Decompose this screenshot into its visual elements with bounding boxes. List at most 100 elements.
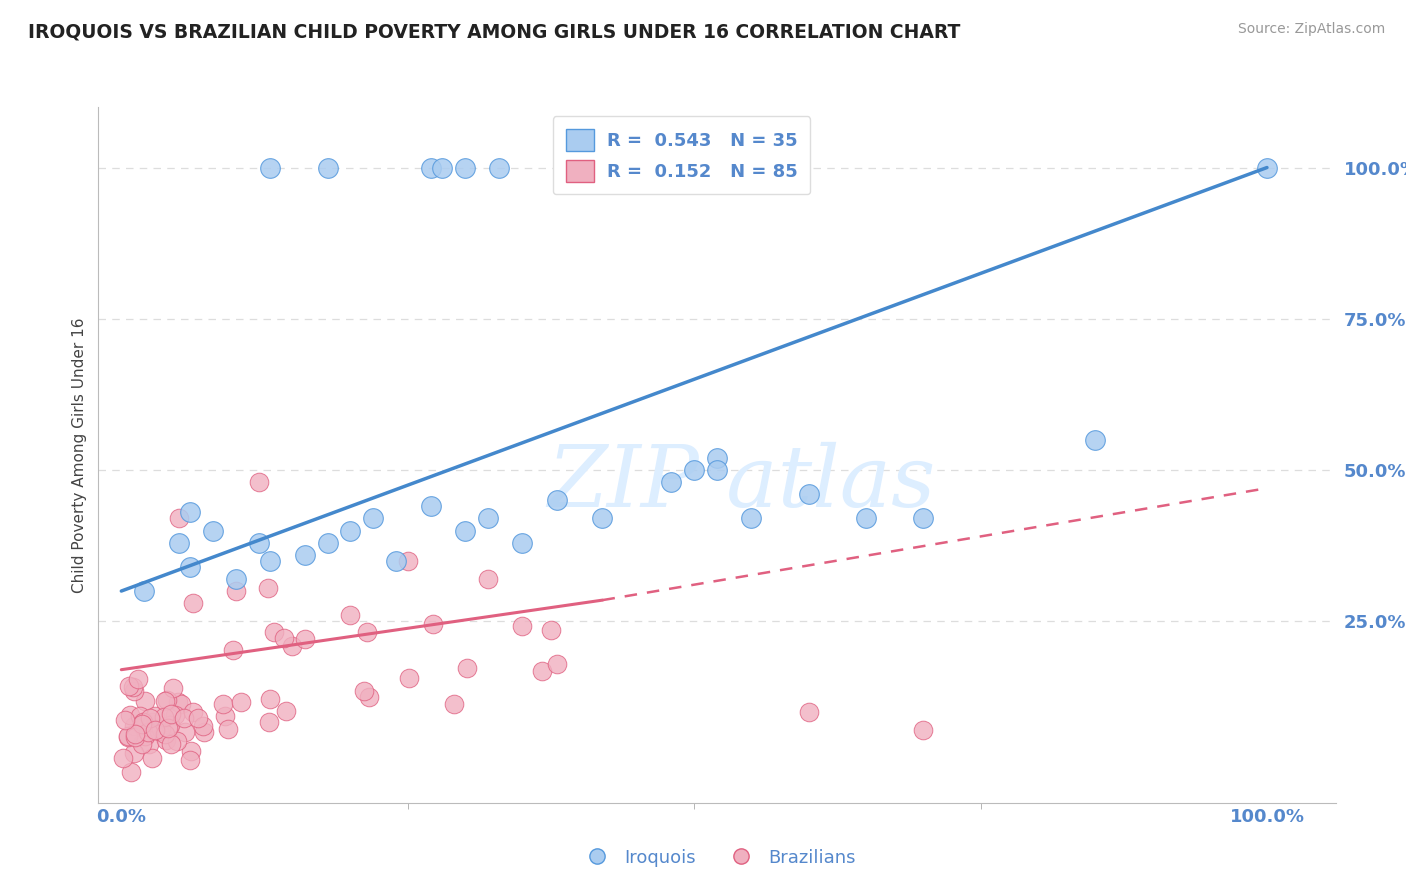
Point (422, 616, 444, 631)
Point (138, 738, 160, 752)
Point (162, 681, 184, 696)
Point (281, 640, 304, 654)
Point (117, 679, 139, 693)
Point (257, 581, 280, 595)
Point (385, 554, 408, 568)
Point (357, 690, 380, 704)
Point (181, 596, 204, 610)
Point (592, 511, 614, 525)
Point (247, 475, 270, 490)
Point (131, 737, 153, 751)
Point (122, 746, 145, 760)
Point (124, 684, 146, 698)
Point (155, 732, 177, 747)
Point (193, 725, 215, 739)
Point (353, 684, 375, 698)
Point (124, 727, 146, 741)
Point (706, 463, 728, 477)
Point (531, 664, 554, 678)
Point (134, 693, 156, 707)
Point (143, 709, 166, 723)
Point (122, 680, 145, 694)
Point (111, 751, 134, 765)
Point (187, 711, 209, 725)
Point (912, 723, 935, 738)
Point (117, 730, 139, 744)
Point (156, 721, 179, 735)
Point (131, 717, 153, 731)
Point (797, 705, 820, 719)
Point (339, 524, 361, 538)
Point (259, 554, 281, 568)
Point (456, 661, 478, 675)
Point (217, 722, 239, 736)
Point (419, 161, 441, 175)
Text: ZIP atlas: ZIP atlas (547, 442, 936, 524)
Point (163, 708, 186, 723)
Point (160, 737, 183, 751)
Point (159, 718, 181, 732)
Point (173, 711, 195, 725)
Point (273, 632, 295, 646)
Point (134, 584, 156, 599)
Point (118, 708, 141, 723)
Point (229, 695, 252, 709)
Point (316, 161, 339, 175)
Point (134, 714, 156, 729)
Point (546, 493, 568, 508)
Point (488, 161, 510, 175)
Point (132, 714, 155, 729)
Point (510, 619, 533, 633)
Point (124, 730, 146, 744)
Point (191, 719, 214, 733)
Point (166, 734, 188, 748)
Point (212, 698, 235, 712)
Point (225, 572, 247, 586)
Point (294, 548, 316, 562)
Point (167, 511, 190, 525)
Point (259, 691, 281, 706)
Point (136, 725, 159, 739)
Point (120, 764, 142, 779)
Y-axis label: Child Poverty Among Girls Under 16: Child Poverty Among Girls Under 16 (72, 318, 87, 592)
Point (396, 554, 419, 568)
Point (201, 524, 224, 538)
Point (143, 723, 166, 737)
Point (179, 753, 201, 767)
Point (443, 697, 465, 711)
Point (510, 535, 533, 549)
Point (139, 711, 162, 725)
Point (114, 713, 136, 727)
Point (141, 714, 163, 729)
Point (430, 161, 453, 175)
Point (214, 709, 236, 723)
Point (222, 642, 245, 657)
Point (167, 535, 190, 549)
Point (477, 572, 499, 586)
Point (294, 632, 316, 647)
Point (454, 161, 477, 175)
Point (179, 559, 201, 574)
Point (124, 719, 146, 733)
Point (259, 161, 281, 175)
Point (912, 511, 935, 525)
Point (263, 625, 285, 640)
Point (276, 704, 298, 718)
Point (740, 511, 762, 525)
Point (356, 625, 378, 640)
Point (183, 705, 205, 719)
Point (540, 624, 562, 638)
Point (398, 671, 420, 685)
Point (149, 723, 172, 737)
Point (174, 724, 197, 739)
Point (1084, 433, 1107, 447)
Point (855, 511, 877, 525)
Point (180, 744, 202, 758)
Point (156, 693, 179, 707)
Point (179, 505, 201, 519)
Point (155, 694, 177, 708)
Point (477, 511, 499, 525)
Point (1256, 161, 1278, 175)
Point (152, 710, 174, 724)
Point (454, 524, 477, 538)
